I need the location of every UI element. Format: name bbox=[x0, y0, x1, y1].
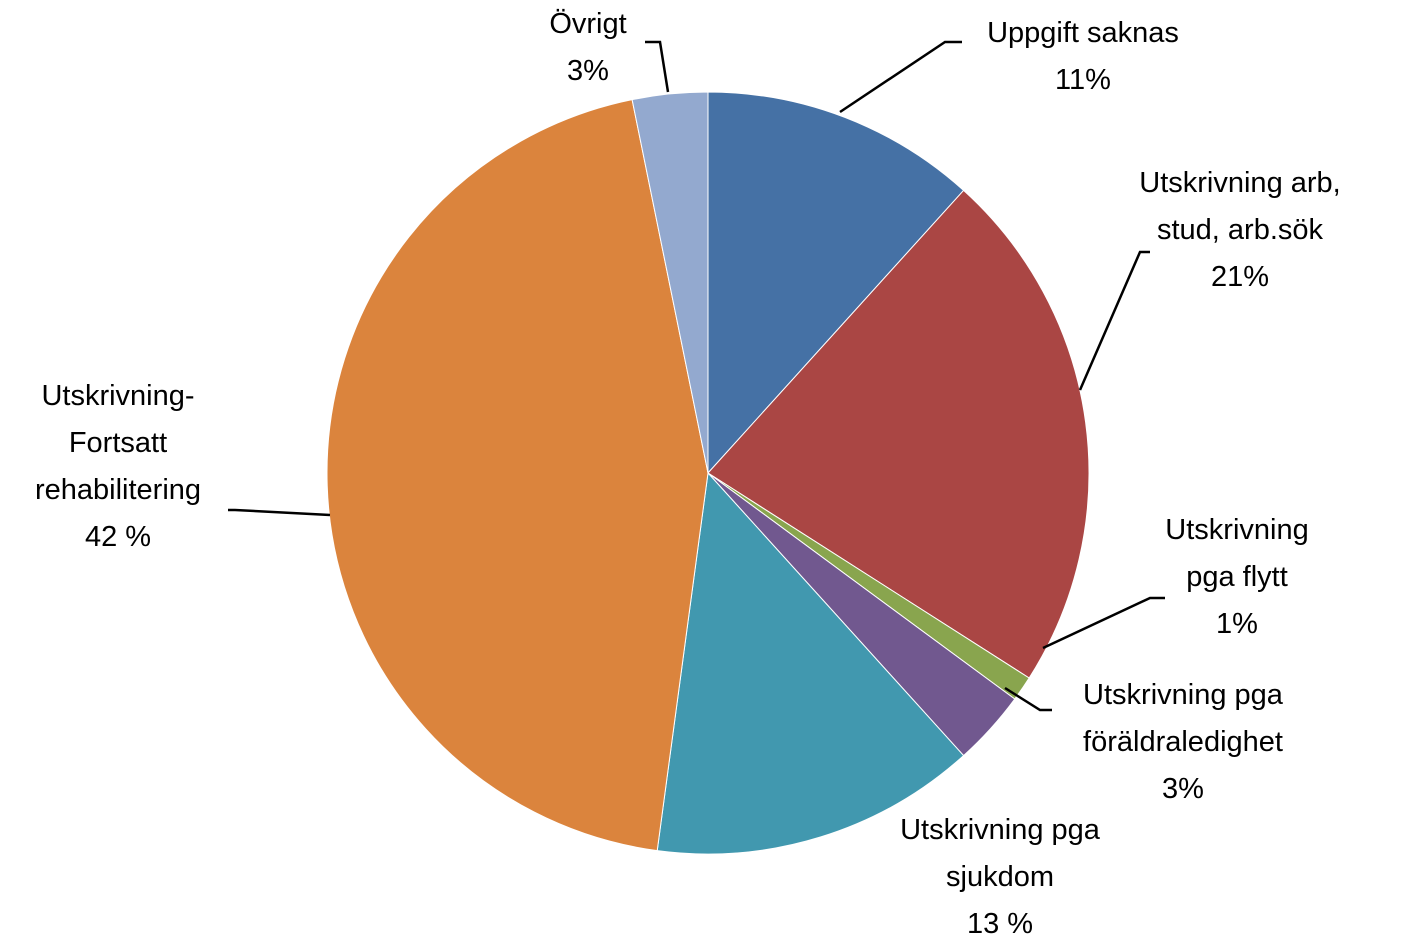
leader-line bbox=[1042, 596, 1165, 650]
slice-label: Utskrivning arb, stud, arb.sök 21% bbox=[1139, 160, 1340, 301]
value-label: 1% bbox=[1216, 608, 1258, 640]
pie-slice bbox=[656, 471, 965, 855]
category-label: Uppgift saknas bbox=[987, 17, 1179, 49]
slice-label: Utskrivning pga sjukdom 13 % bbox=[900, 807, 1100, 941]
leader-line bbox=[839, 40, 962, 114]
category-label: Övrigt bbox=[549, 8, 627, 40]
slice-label: Utskrivning pga flytt 1% bbox=[1165, 507, 1308, 648]
value-label: 13 % bbox=[966, 908, 1034, 940]
slice-label: Uppgift saknas 11% bbox=[987, 10, 1179, 104]
category-label: Utskrivning pga flytt bbox=[1165, 514, 1309, 593]
category-label: Utskrivning pga sjukdom bbox=[900, 814, 1100, 893]
category-label: Utskrivning- Fortsatt rehabilitering bbox=[34, 380, 202, 506]
pie-slice bbox=[326, 99, 709, 852]
slice-label: Utskrivning- Fortsatt rehabilitering 42 % bbox=[35, 373, 201, 561]
value-label: 3% bbox=[567, 55, 609, 87]
slice-label: Utskrivning pga föräldraledighet 3% bbox=[1083, 672, 1283, 813]
leader-line bbox=[645, 40, 670, 93]
category-label: Utskrivning arb, stud, arb.sök bbox=[1139, 167, 1341, 246]
pie-slice bbox=[707, 189, 1090, 679]
slice-label: Övrigt 3% bbox=[549, 1, 626, 95]
leader-line bbox=[1078, 250, 1150, 391]
leader-line bbox=[228, 508, 331, 517]
value-label: 11% bbox=[1055, 64, 1111, 96]
leader-line bbox=[1004, 686, 1052, 712]
value-label: 3% bbox=[1162, 773, 1204, 805]
pie-slice bbox=[631, 91, 709, 474]
pie-slice bbox=[707, 91, 965, 475]
value-label: 42 % bbox=[84, 521, 152, 553]
category-label: Utskrivning pga föräldraledighet bbox=[1083, 679, 1283, 758]
value-label: 21% bbox=[1210, 261, 1270, 293]
